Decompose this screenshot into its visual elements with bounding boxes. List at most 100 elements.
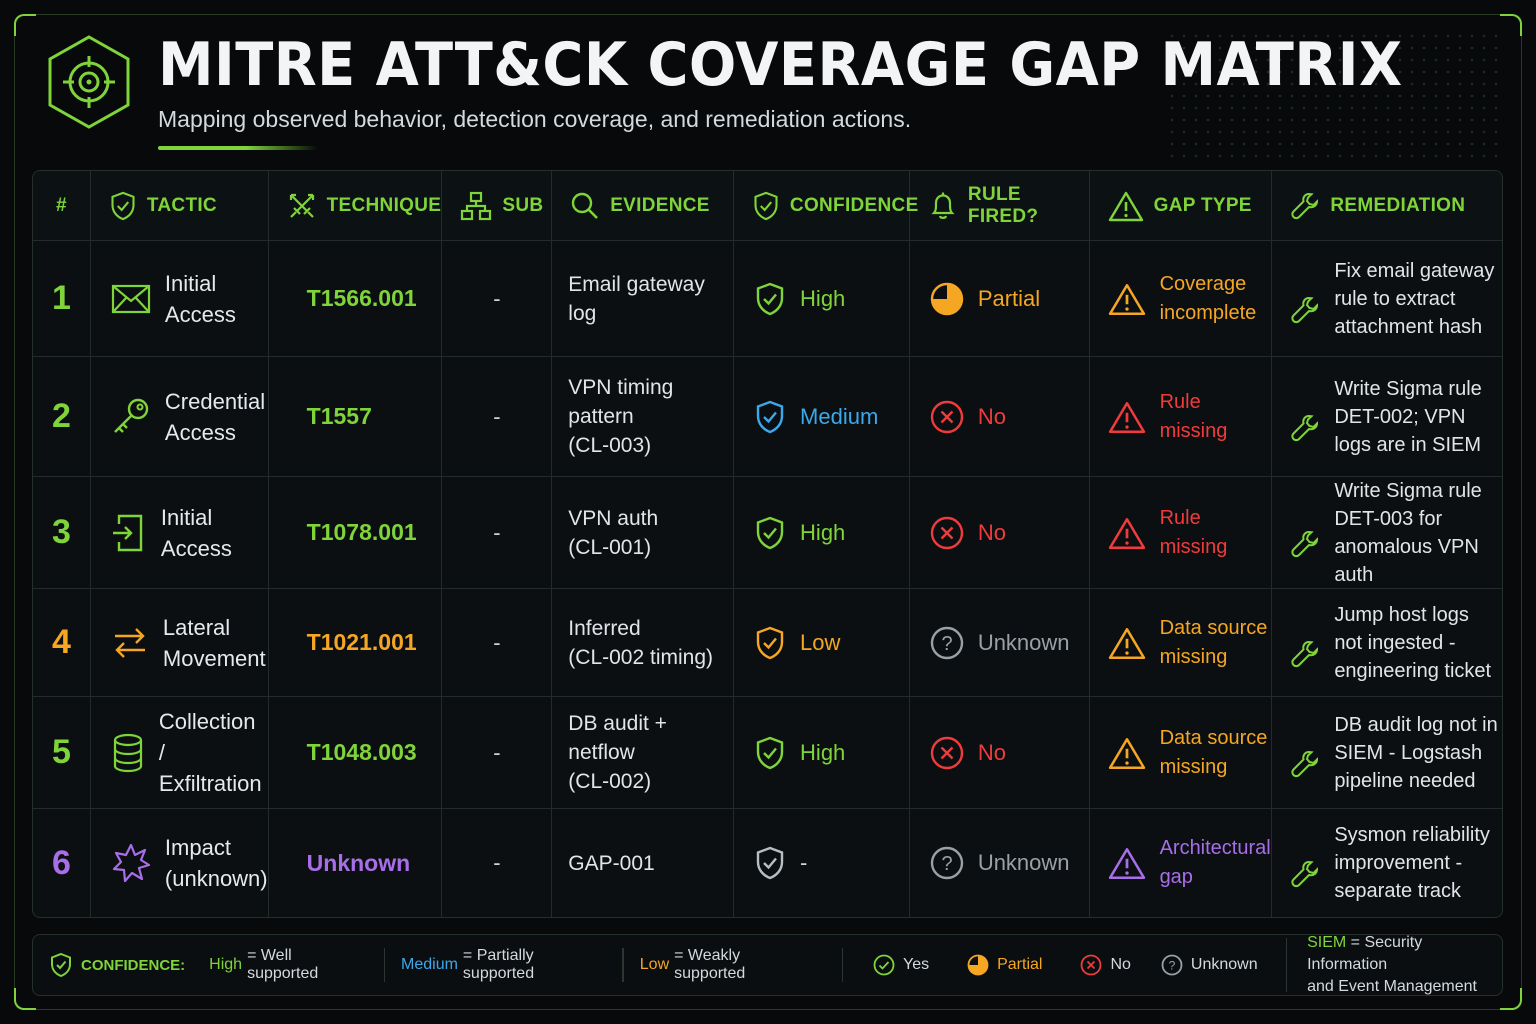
legend-medium: Medium = Partially supported bbox=[401, 947, 604, 983]
technique-id: T1048.003 bbox=[306, 739, 417, 765]
confidence-level: - bbox=[800, 850, 808, 875]
partial-pie-icon bbox=[967, 954, 989, 976]
gap-type-label: Rule missing bbox=[1159, 390, 1228, 442]
warning-icon bbox=[1108, 736, 1146, 770]
column-header-label: GAP TYPE bbox=[1153, 194, 1252, 216]
table-row: 4 Lateral Movement T1021.001 - Inferred (CL-… bbox=[33, 589, 1502, 697]
technique-id: T1021.001 bbox=[306, 629, 417, 655]
confidence-cell: Medium bbox=[734, 357, 910, 476]
confidence-level: High bbox=[800, 285, 846, 311]
rule-fired-status: No bbox=[977, 519, 1006, 545]
table-header-row: # TACTIC TECHNIQUE SUB EVIDENCE CONFIDENCE RUL… bbox=[33, 171, 1502, 241]
legend-medium-desc: = Partially supported bbox=[462, 947, 535, 982]
target-hexagon-icon bbox=[48, 35, 130, 129]
technique-cell: T1021.001 bbox=[269, 589, 443, 696]
confidence-level: High bbox=[800, 519, 846, 545]
sub-technique-value: - bbox=[493, 629, 501, 655]
remediation-cell: Write Sigma rule DET-002; VPN logs are i… bbox=[1272, 357, 1502, 476]
confidence-cell: Low bbox=[734, 589, 910, 696]
question-circle-icon: ? bbox=[930, 626, 964, 660]
tactic-cell: Collection / Exfiltration bbox=[91, 697, 269, 808]
sub-technique-cell: - bbox=[442, 357, 553, 476]
remediation-text: Jump host logs not ingested - engineerin… bbox=[1334, 603, 1492, 682]
divider bbox=[383, 948, 386, 982]
rule-fired-cell: No bbox=[910, 697, 1090, 808]
legend-unknown: ? Unknown bbox=[1161, 954, 1258, 976]
x-circle-icon bbox=[930, 400, 964, 434]
gap-type-label: Coverage incomplete bbox=[1159, 272, 1257, 324]
arrows-exchange-icon bbox=[111, 624, 149, 662]
evidence-cell: Email gateway log bbox=[552, 241, 735, 356]
evidence-text: GAP-001 bbox=[568, 851, 655, 875]
outer-frame bbox=[14, 14, 1522, 1010]
sub-technique-cell: - bbox=[442, 697, 553, 808]
rule-fired-status: Unknown bbox=[977, 629, 1070, 655]
confidence-cell: High bbox=[734, 477, 910, 588]
remediation-text: DB audit log not in SIEM - Logstash pipe… bbox=[1334, 713, 1498, 792]
gap-type-cell: Rule missing bbox=[1090, 357, 1273, 476]
sub-technique-value: - bbox=[493, 739, 501, 765]
technique-id: T1557 bbox=[306, 403, 372, 429]
database-icon bbox=[111, 733, 145, 773]
title-underline bbox=[158, 146, 318, 150]
legend-high-desc: = Well supported bbox=[247, 947, 319, 982]
table-row: 1 Initial Access T1566.001 - Email gateway l… bbox=[33, 241, 1502, 357]
column-header-label: # bbox=[56, 194, 67, 216]
column-header: SUB bbox=[442, 171, 553, 240]
wrench-icon bbox=[1290, 391, 1320, 443]
tactic-label: Impact (unknown) bbox=[164, 835, 268, 891]
row-number: 5 bbox=[33, 697, 91, 808]
table-row: 6 Impact (unknown) Unknown - GAP-001 -? Unknow… bbox=[33, 809, 1502, 917]
column-header: # bbox=[33, 171, 91, 240]
legend-confidence-label: CONFIDENCE: bbox=[81, 956, 186, 974]
magnifier-icon bbox=[570, 191, 600, 221]
question-circle-icon: ? bbox=[930, 846, 964, 880]
shield-check-icon bbox=[754, 282, 786, 316]
rule-fired-cell: ? Unknown bbox=[910, 589, 1090, 696]
column-header: GAP TYPE bbox=[1090, 171, 1273, 240]
legend-low-key: Low bbox=[639, 956, 670, 973]
row-number: 4 bbox=[33, 589, 91, 696]
tactic-label: Initial Access bbox=[164, 270, 236, 327]
divider bbox=[841, 948, 843, 982]
evidence-cell: DB audit + netflow (CL-002) bbox=[552, 697, 735, 808]
tactic-cell: Credential Access bbox=[91, 357, 269, 476]
remediation-text: Fix email gateway rule to extract attach… bbox=[1334, 259, 1495, 338]
rule-fired-status: No bbox=[977, 739, 1006, 765]
x-circle-icon bbox=[930, 516, 964, 550]
tactic-cell: Impact (unknown) bbox=[91, 809, 269, 917]
corner-accent bbox=[14, 14, 36, 36]
rule-fired-cell: Partial bbox=[910, 241, 1090, 356]
tactic-label: Credential Access bbox=[164, 388, 266, 445]
x-circle-icon bbox=[930, 736, 964, 770]
page-title: MITRE ATT&CK COVERAGE GAP MATRIX bbox=[158, 30, 1403, 100]
column-header: REMEDIATION bbox=[1272, 171, 1502, 240]
row-number: 1 bbox=[33, 241, 91, 356]
envelope-icon bbox=[111, 283, 151, 315]
wrench-icon bbox=[1290, 507, 1320, 559]
wrench-icon bbox=[1290, 273, 1320, 325]
shield-check-icon bbox=[754, 846, 786, 880]
row-number-label: 3 bbox=[51, 513, 71, 551]
svg-text:?: ? bbox=[1169, 959, 1176, 973]
confidence-level: Low bbox=[800, 629, 841, 655]
column-header: TACTIC bbox=[91, 171, 269, 240]
legend-siem-desc-2: and Event Management bbox=[1307, 978, 1477, 995]
tactic-cell: Initial Access bbox=[91, 241, 269, 356]
remediation-text: Write Sigma rule DET-002; VPN logs are i… bbox=[1334, 377, 1482, 456]
column-header-label: TECHNIQUE bbox=[326, 194, 442, 216]
evidence-cell: VPN auth (CL-001) bbox=[552, 477, 735, 588]
column-header-label: EVIDENCE bbox=[610, 194, 710, 216]
legend-siem: SIEM = Security Information and Event Ma… bbox=[1307, 932, 1502, 998]
evidence-cell: GAP-001 bbox=[552, 809, 735, 917]
remediation-text: Sysmon reliability improvement - separat… bbox=[1334, 824, 1490, 902]
rule-fired-cell: ? Unknown bbox=[910, 809, 1090, 917]
wrench-icon bbox=[1290, 617, 1320, 669]
technique-cell: T1048.003 bbox=[269, 697, 443, 808]
column-header-label: RULE FIRED? bbox=[967, 183, 1039, 227]
remediation-cell: Write Sigma rule DET-003 for anomalous V… bbox=[1272, 477, 1502, 588]
x-circle-icon bbox=[1081, 954, 1102, 976]
legend-no-label: No bbox=[1110, 956, 1131, 973]
confidence-cell: - bbox=[734, 809, 910, 917]
rule-fired-cell: No bbox=[910, 477, 1090, 588]
